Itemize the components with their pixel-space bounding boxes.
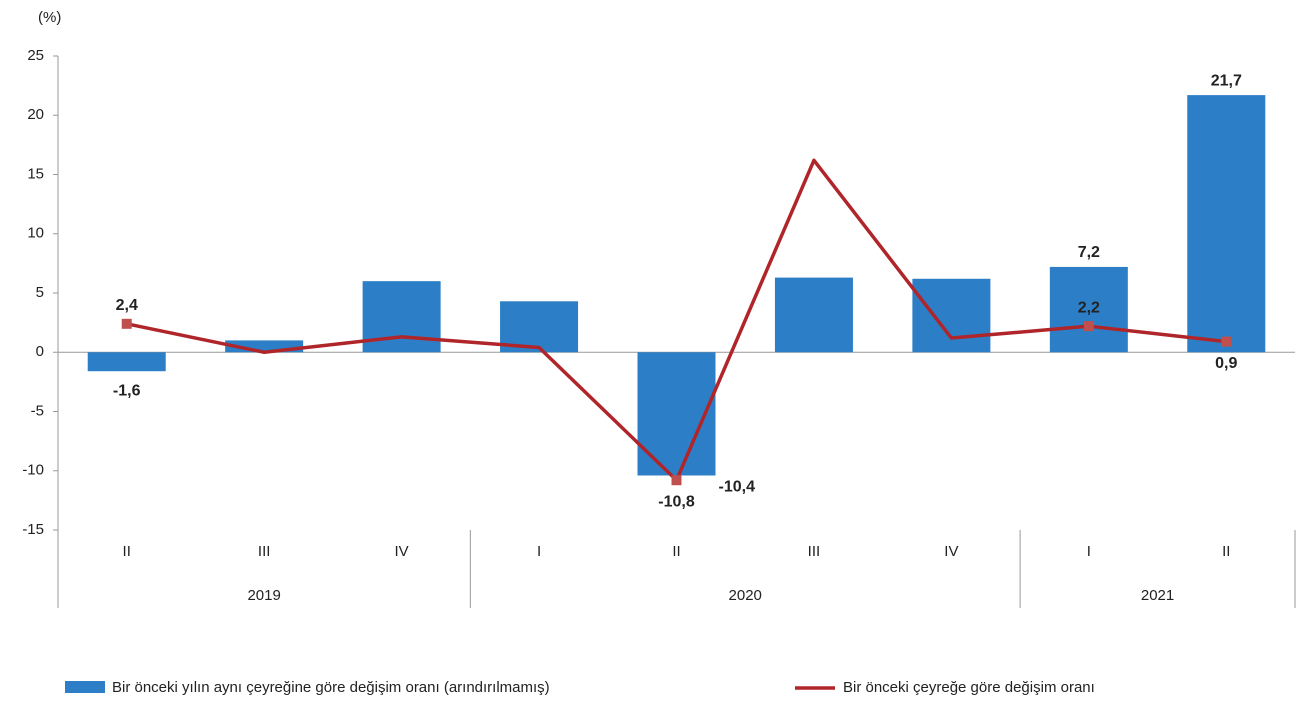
line-marker	[671, 475, 682, 486]
x-tick-label: III	[258, 543, 271, 560]
x-tick-label: II	[1222, 543, 1230, 560]
x-tick-label: II	[123, 543, 131, 560]
legend-label: Bir önceki çeyreğe göre değişim oranı	[843, 679, 1095, 696]
bar-label: -10,4	[719, 479, 756, 496]
line-marker	[1083, 321, 1094, 332]
line-label: 2,4	[116, 297, 138, 314]
line-label: 0,9	[1215, 355, 1237, 372]
bar	[774, 277, 853, 353]
bar-label: 7,2	[1078, 244, 1100, 261]
bar	[1187, 95, 1266, 353]
y-tick-label: 20	[27, 106, 44, 123]
y-tick-label: -15	[22, 521, 44, 538]
line-label: -10,8	[658, 493, 695, 510]
line-label: 2,2	[1078, 299, 1100, 316]
y-tick-label: 25	[27, 47, 44, 64]
bar	[225, 340, 304, 353]
legend-swatch	[65, 681, 105, 693]
bar	[1049, 266, 1128, 353]
bar-label: -1,6	[113, 382, 141, 399]
y-tick-label: 15	[27, 165, 44, 182]
bar-label: 21,7	[1211, 72, 1242, 89]
x-tick-label: I	[537, 543, 541, 560]
bar	[87, 352, 166, 372]
x-tick-label: I	[1087, 543, 1091, 560]
x-group-label: 2019	[247, 587, 280, 604]
line-marker	[121, 318, 132, 329]
x-tick-label: II	[672, 543, 680, 560]
legend-label: Bir önceki yılın aynı çeyreğine göre değ…	[112, 679, 550, 696]
y-unit: (%)	[38, 9, 61, 26]
x-group-label: 2021	[1141, 587, 1174, 604]
y-tick-label: 5	[36, 284, 44, 301]
y-tick-label: 10	[27, 225, 44, 242]
x-tick-label: IV	[944, 543, 958, 560]
bar	[912, 278, 991, 353]
x-tick-label: IV	[395, 543, 409, 560]
y-tick-label: -10	[22, 462, 44, 479]
y-tick-label: 0	[36, 343, 44, 360]
line-marker	[1221, 336, 1232, 347]
x-group-label: 2020	[729, 587, 762, 604]
x-tick-label: III	[808, 543, 821, 560]
y-tick-label: -5	[31, 402, 44, 419]
